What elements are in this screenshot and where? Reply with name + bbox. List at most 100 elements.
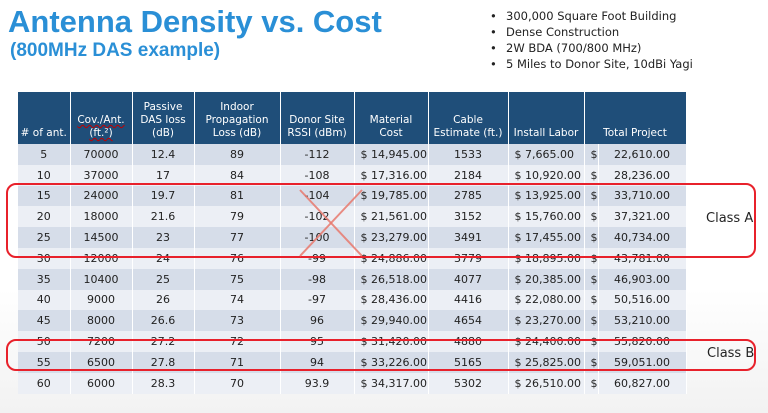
table-cell: $ — [584, 144, 599, 165]
table-cell: 74 — [194, 289, 281, 311]
table-cell: 84 — [194, 164, 281, 186]
table-cell: 37000 — [70, 164, 133, 186]
table-cell: $ 34,317.00 — [354, 372, 429, 394]
table-cell: 73 — [194, 310, 281, 332]
slide-title: Antenna Density vs. Cost — [8, 4, 382, 39]
table-cell: $ — [584, 351, 599, 373]
table-cell: 81 — [194, 185, 281, 207]
table-cell: 1533 — [428, 144, 509, 165]
table-cell: -98 — [280, 268, 355, 290]
table-row: 10 37000 17 84 -108 $ 17,316.00 2184 $ 10,920.0… — [18, 164, 687, 186]
table-cell: $ — [584, 268, 599, 290]
table-row: 45 8000 26.6 73 96 $ 29,940.00 4654 $ 23,270.00… — [18, 310, 687, 332]
table-cell: $ — [584, 247, 599, 269]
table-cell: 50 — [18, 331, 71, 352]
table-cell: 27.2 — [132, 331, 195, 352]
table-cell: $ — [584, 185, 599, 207]
table-cell: -108 — [280, 164, 355, 186]
table-cell: 70000 — [70, 144, 133, 165]
table-cell: 25 — [18, 227, 71, 248]
class-b-label: Class B — [707, 346, 755, 361]
col-header-antennas: # of ant. — [18, 92, 71, 144]
table-cell: 23 — [132, 227, 195, 248]
table-row: 50 7200 27.2 72 95 $ 31,420.00 4880 $ 24,400.00… — [18, 331, 687, 352]
table-cell: -97 — [280, 289, 355, 311]
table-cell: 96 — [280, 310, 355, 332]
table-cell: 15 — [18, 185, 71, 207]
table-cell: $ 24,886.00 — [354, 247, 429, 269]
table-cell: 10400 — [70, 268, 133, 290]
table-cell: $ 13,925.00 — [508, 185, 585, 207]
table-cell: 93.9 — [280, 372, 355, 394]
bullet-item: Dense Construction — [490, 24, 693, 40]
table-cell: 28,236.00 — [598, 164, 687, 186]
table-cell: 70 — [194, 372, 281, 394]
class-a-highlight — [6, 183, 756, 258]
table-cell: 20 — [18, 206, 71, 228]
table-cell: 25 — [132, 268, 195, 290]
table-cell: $ 14,945.00 — [354, 144, 429, 165]
table-cell: $ 22,080.00 — [508, 289, 585, 311]
table-cell: $ 24,400.00 — [508, 331, 585, 352]
table-cell: $ 26,510.00 — [508, 372, 585, 394]
table-row: 30 12000 24 76 -99 $ 24,886.00 3779 $ 18,895.00… — [18, 247, 687, 269]
table-cell: 35 — [18, 268, 71, 290]
col-header-install-labor: Install Labor — [508, 92, 585, 144]
table-cell: 12.4 — [132, 144, 195, 165]
table-header-row: # of ant. Cov./Ant. (ft.²) Passive DAS l… — [18, 92, 687, 144]
table-cell: $ 29,940.00 — [354, 310, 429, 332]
table-cell: 60,827.00 — [598, 372, 687, 394]
table-cell: 2184 — [428, 164, 509, 186]
table-cell: $ 23,279.00 — [354, 227, 429, 248]
table-cell: 59,051.00 — [598, 351, 687, 373]
table-cell: $ 28,436.00 — [354, 289, 429, 311]
table-cell: 55 — [18, 351, 71, 373]
table-cell: $ 23,270.00 — [508, 310, 585, 332]
table-cell: 26 — [132, 289, 195, 311]
col-header-donor-rssi: Donor Site RSSI (dBm) — [280, 92, 355, 144]
table-cell: 5165 — [428, 351, 509, 373]
table-cell: $ 25,825.00 — [508, 351, 585, 373]
bullet-item: 300,000 Square Foot Building — [490, 8, 693, 24]
table-row: 20 18000 21.6 79 -102 $ 21,561.00 3152 $ 15,760… — [18, 206, 687, 228]
table-cell: 55,820.00 — [598, 331, 687, 352]
table-cell: $ 17,455.00 — [508, 227, 585, 248]
bullet-item: 2W BDA (700/800 MHz) — [490, 40, 693, 56]
table-cell: 94 — [280, 351, 355, 373]
table-cell: 53,210.00 — [598, 310, 687, 332]
table-cell: $ 33,226.00 — [354, 351, 429, 373]
table-cell: $ 18,895.00 — [508, 247, 585, 269]
table-row: 5 70000 12.4 89 -112 $ 14,945.00 1533 $ 7,665.0… — [18, 144, 687, 165]
col-header-cable-estimate: Cable Estimate (ft.) — [428, 92, 509, 144]
table-cell: $ — [584, 227, 599, 248]
table-cell: 33,710.00 — [598, 185, 687, 207]
table-cell: $ — [584, 289, 599, 311]
table-row: 35 10400 25 75 -98 $ 26,518.00 4077 $ 20,385.00… — [18, 268, 687, 290]
table-cell: $ 26,518.00 — [354, 268, 429, 290]
table-cell: $ — [584, 310, 599, 332]
table-cell: $ 17,316.00 — [354, 164, 429, 186]
table-cell: $ 21,561.00 — [354, 206, 429, 228]
table-cell: 22,610.00 — [598, 144, 687, 165]
col-header-total-project: Total Project — [584, 92, 687, 144]
table-cell: 7200 — [70, 331, 133, 352]
table-cell: 77 — [194, 227, 281, 248]
table-cell: $ 15,760.00 — [508, 206, 585, 228]
table-cell: 14500 — [70, 227, 133, 248]
table-cell: 3152 — [428, 206, 509, 228]
table-cell: 75 — [194, 268, 281, 290]
table-cell: 76 — [194, 247, 281, 269]
table-cell: 4880 — [428, 331, 509, 352]
table-cell: 3491 — [428, 227, 509, 248]
table-cell: 2785 — [428, 185, 509, 207]
table-cell: 37,321.00 — [598, 206, 687, 228]
table-cell: $ — [584, 372, 599, 394]
table-cell: 24000 — [70, 185, 133, 207]
table-cell: $ 10,920.00 — [508, 164, 585, 186]
table-cell: 26.6 — [132, 310, 195, 332]
table-cell: 46,903.00 — [598, 268, 687, 290]
table-cell: 5302 — [428, 372, 509, 394]
table-cell: $ — [584, 331, 599, 352]
table-cell: 50,516.00 — [598, 289, 687, 311]
slide-subtitle: (800MHz DAS example) — [10, 40, 221, 61]
